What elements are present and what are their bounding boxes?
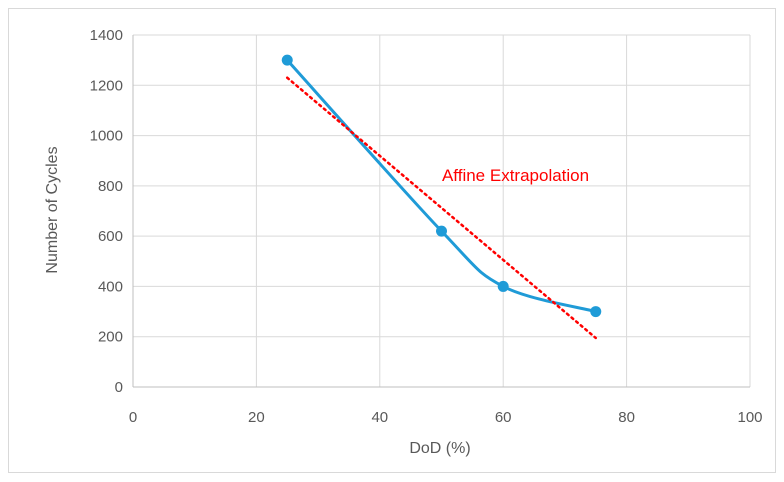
x-tick-40: 40 — [371, 409, 388, 426]
x-tick-80: 80 — [618, 409, 635, 426]
y-tick-1200: 1200 — [90, 77, 123, 94]
y-tick-600: 600 — [98, 228, 123, 245]
axes — [132, 35, 750, 388]
series-line — [286, 59, 597, 314]
y-tick-0: 0 — [115, 379, 123, 396]
y-tick-200: 200 — [98, 329, 123, 346]
x-tick-20: 20 — [248, 409, 265, 426]
y-axis-title: Number of Cycles — [44, 146, 61, 273]
data-point-50 — [436, 225, 447, 237]
annotation-label: Affine Extrapolation — [442, 166, 589, 185]
data-point-25 — [281, 54, 293, 66]
y-tick-800: 800 — [98, 178, 123, 195]
x-tick-labels: 0 20 40 60 80 100 — [129, 409, 763, 426]
x-tick-100: 100 — [737, 409, 762, 426]
y-tick-400: 400 — [98, 278, 123, 295]
x-tick-0: 0 — [129, 409, 137, 426]
annotations: Affine Extrapolation — [442, 166, 589, 185]
y-tick-1400: 1400 — [90, 27, 123, 44]
data-point-60 — [497, 280, 509, 292]
trendline — [286, 76, 597, 340]
x-axis-title: DoD (%) — [409, 440, 470, 457]
y-tick-1000: 1000 — [90, 128, 123, 145]
data-point-75 — [590, 306, 602, 318]
y-tick-labels: 0 200 400 600 800 1000 1200 1400 — [90, 27, 123, 396]
series-layer — [281, 54, 602, 340]
grid — [133, 34, 751, 387]
x-tick-60: 60 — [495, 409, 512, 426]
